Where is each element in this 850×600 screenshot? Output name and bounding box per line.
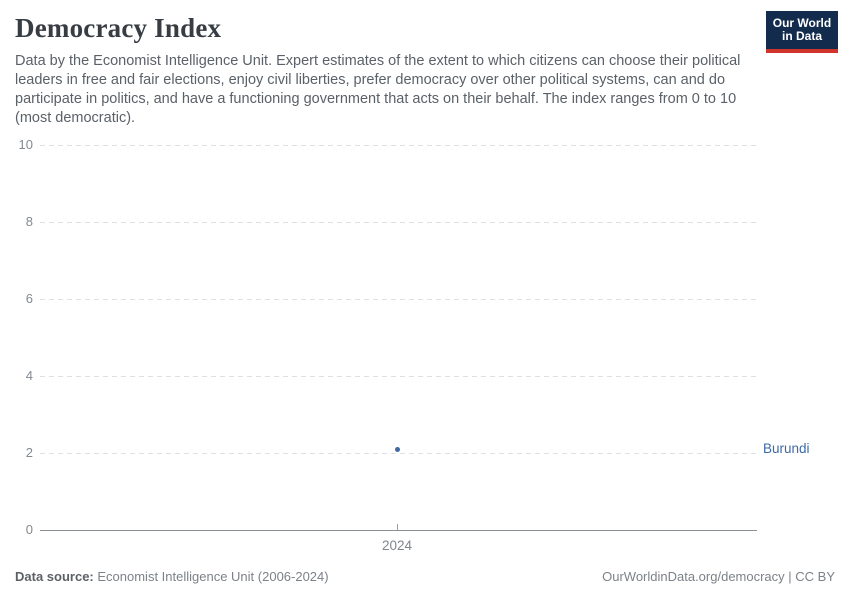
attribution-link[interactable]: OurWorldinData.org/democracy | CC BY xyxy=(602,569,835,584)
chart-subtitle: Data by the Economist Intelligence Unit.… xyxy=(15,53,741,126)
y-axis-tick-label: 0 xyxy=(25,522,33,537)
y-gridline xyxy=(40,375,757,377)
entity-label: Burundi xyxy=(763,441,810,457)
y-axis-tick-label: 8 xyxy=(25,214,33,229)
y-axis-tick-label: 2 xyxy=(25,445,33,460)
y-axis-tick-label: 6 xyxy=(25,291,33,306)
x-axis-tick-mark xyxy=(396,524,398,530)
x-axis-tick-label: 2024 xyxy=(382,538,413,553)
y-axis-tick-label: 4 xyxy=(25,368,33,383)
x-axis-line xyxy=(40,529,757,531)
data-source-note: Data source: Economist Intelligence Unit… xyxy=(15,569,329,584)
y-gridline xyxy=(40,221,757,223)
owid-logo-text: Our World in Data xyxy=(766,11,838,49)
y-gridline xyxy=(40,452,757,454)
owid-logo-accent-bar xyxy=(766,49,838,53)
chart-title: Democracy Index xyxy=(15,13,222,43)
data-source-value: Economist Intelligence Unit (2006-2024) xyxy=(93,569,329,584)
y-gridline xyxy=(40,298,757,300)
owid-logo[interactable]: Our World in Data xyxy=(766,11,838,53)
y-axis-tick-label: 10 xyxy=(18,137,33,152)
data-source-label: Data source: xyxy=(15,569,94,584)
y-gridline xyxy=(40,144,757,146)
data-point[interactable] xyxy=(394,446,400,452)
